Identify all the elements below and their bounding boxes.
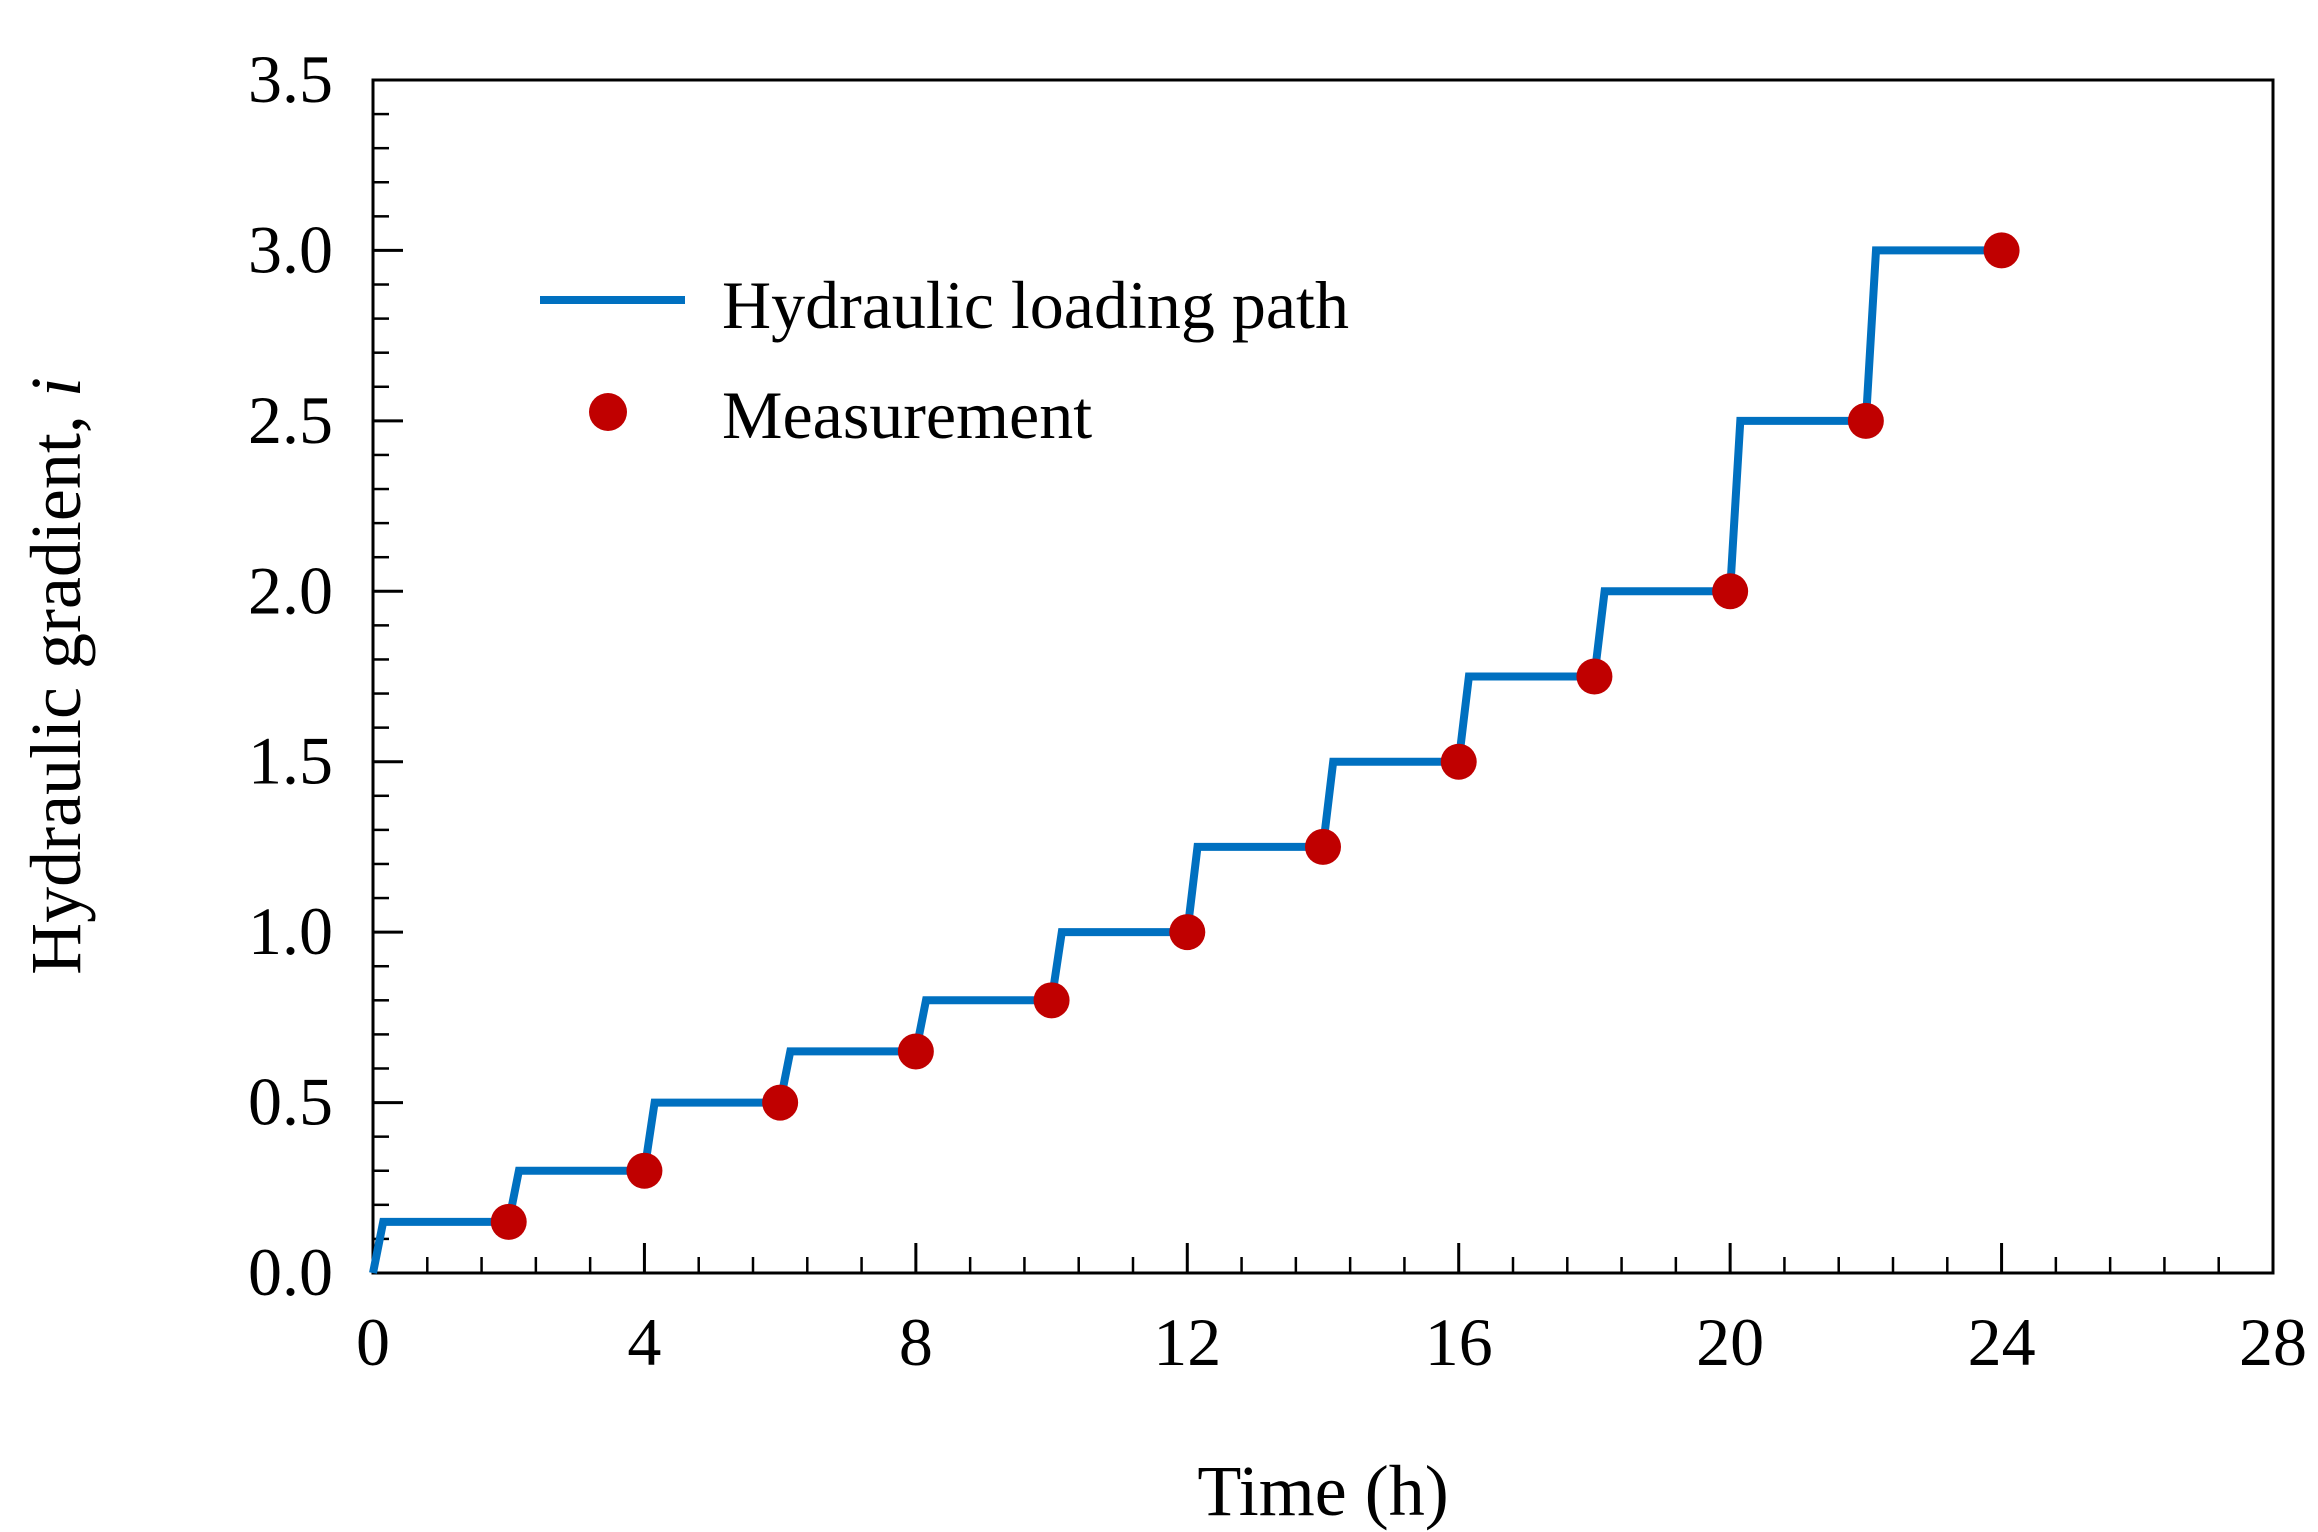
measurement-point [762,1084,799,1121]
y-tick-label: 1.5 [248,723,333,799]
major-ticks [371,78,2275,1275]
y-tick-label: 0.0 [248,1234,333,1310]
legend-marker-swatch [589,393,627,431]
x-tick-label: 4 [627,1304,661,1380]
x-tick-label: 8 [899,1304,933,1380]
series-layer [369,232,2020,1274]
tick-labels: 0 4 8 12 16 20 24 28 0.0 0.5 1.0 1.5 2.0 2.5 3.0 3.5 [248,41,2307,1380]
y-tick-label: 3.0 [248,211,333,287]
y-tick-label: 2.5 [248,382,333,458]
x-tick-label: 28 [2239,1304,2307,1380]
measurement-point [1169,914,1206,951]
measurement-point [1305,828,1341,865]
minor-ticks [373,112,2220,1273]
measurement-point [1033,982,1070,1019]
legend-label-measurement: Measurement [722,377,1092,453]
y-tick-label: 3.5 [248,41,333,117]
y-axis-label-text: Hydraulic gradient, [16,397,96,975]
x-axis-label: Time (h) [1197,1451,1448,1531]
y-axis-label: Hydraulic gradient, i [16,377,96,975]
x-tick-label: 16 [1425,1304,1493,1380]
measurement-point [1440,743,1477,780]
x-tick-label: 12 [1153,1304,1221,1380]
measurement-point [1712,573,1749,610]
plot-frame [371,78,2275,1275]
legend: Hydraulic loading path Measurement [540,267,1349,453]
x-tick-label: 20 [1696,1304,1764,1380]
x-tick-label: 0 [356,1304,390,1380]
y-tick-label: 2.0 [248,552,333,628]
y-tick-label: 1.0 [248,893,333,969]
measurement-point [490,1203,527,1240]
legend-label-loading-path: Hydraulic loading path [722,267,1349,343]
y-axis-label-symbol: i [16,377,96,397]
y-tick-label: 0.5 [248,1064,333,1140]
x-tick-label: 24 [1968,1304,2036,1380]
measurement-point [1847,402,1884,439]
measurement-point [1576,658,1613,695]
measurement-point [1983,232,2020,269]
measurement-point [897,1033,934,1070]
measurement-point [626,1152,663,1189]
